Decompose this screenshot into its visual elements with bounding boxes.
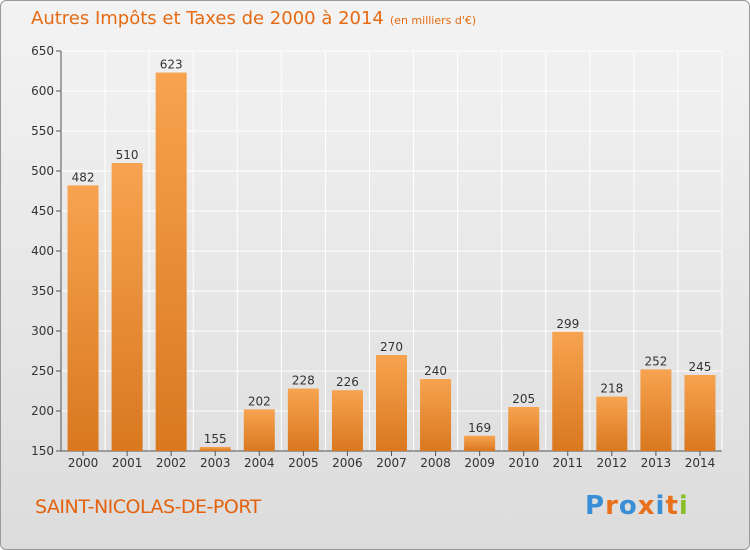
y-tick-label: 300: [31, 324, 54, 338]
chart-unit-label: (en milliers d'€): [389, 14, 477, 27]
y-tick-label: 350: [31, 284, 54, 298]
data-label: 482: [72, 170, 95, 184]
data-label: 155: [204, 432, 227, 446]
data-label: 245: [689, 360, 712, 374]
y-tick-label: 400: [31, 244, 54, 258]
x-tick-label: 2012: [597, 456, 628, 470]
logo-letter: i: [678, 491, 689, 521]
data-label: 240: [424, 364, 447, 378]
data-label: 205: [512, 392, 535, 406]
data-label: 228: [292, 374, 315, 388]
y-tick-label: 600: [31, 84, 54, 98]
logo-letter: t: [665, 491, 679, 521]
bar: [464, 435, 496, 451]
x-tick-label: 2014: [685, 456, 716, 470]
bar: [640, 369, 672, 451]
city-name: SAINT-NICOLAS-DE-PORT: [35, 496, 261, 518]
logo-letter: x: [637, 491, 656, 521]
x-tick-label: 2008: [420, 456, 451, 470]
x-tick-label: 2013: [641, 456, 672, 470]
x-tick-label: 2004: [244, 456, 275, 470]
proxiti-logo: Proxiti: [585, 491, 689, 521]
data-label: 169: [468, 421, 491, 435]
x-tick-label: 2002: [156, 456, 187, 470]
data-label: 510: [116, 148, 139, 162]
x-tick-label: 2006: [332, 456, 363, 470]
data-label: 218: [600, 382, 623, 396]
data-label: 226: [336, 375, 359, 389]
bar: [199, 447, 231, 451]
y-tick-label: 500: [31, 164, 54, 178]
bar-chart: 150 200 250 300 350 400 450 500 550 600 650 482 2000…: [31, 44, 723, 470]
x-tick-label: 2003: [200, 456, 231, 470]
bar: [243, 409, 275, 451]
logo-letter: o: [618, 491, 638, 521]
data-label: 202: [248, 394, 271, 408]
x-tick-label: 2005: [288, 456, 319, 470]
x-tick-label: 2007: [376, 456, 407, 470]
logo-letter: r: [605, 491, 619, 521]
bar: [376, 355, 407, 451]
y-tick-label: 150: [31, 444, 54, 458]
bar: [67, 185, 99, 451]
x-tick-label: 2011: [552, 456, 583, 470]
y-tick-label: 200: [31, 404, 54, 418]
bar: [155, 72, 187, 451]
bar: [596, 396, 628, 451]
x-tick-label: 2009: [464, 456, 495, 470]
data-label: 299: [556, 317, 579, 331]
logo-letter: P: [585, 491, 606, 521]
chart-title: Autres Impôts et Taxes de 2000 à 2014 (en…: [31, 8, 476, 29]
bar: [331, 390, 363, 451]
chart-title-text: Autres Impôts et Taxes de 2000 à 2014: [31, 8, 384, 29]
x-tick-label: 2001: [112, 456, 143, 470]
data-label: 623: [160, 58, 183, 72]
bar: [552, 331, 584, 451]
bar: [287, 388, 319, 451]
data-label: 270: [380, 340, 403, 354]
y-tick-label: 250: [31, 364, 54, 378]
bar: [420, 379, 452, 451]
bar: [684, 375, 716, 451]
y-tick-label: 550: [31, 124, 54, 138]
bar: [508, 407, 540, 451]
y-tick-label: 650: [31, 44, 54, 58]
logo-letter: i: [655, 491, 666, 521]
data-label: 252: [644, 354, 667, 368]
bar: [111, 163, 143, 451]
x-tick-label: 2010: [508, 456, 539, 470]
y-tick-label: 450: [31, 204, 54, 218]
x-tick-label: 2000: [68, 456, 99, 470]
